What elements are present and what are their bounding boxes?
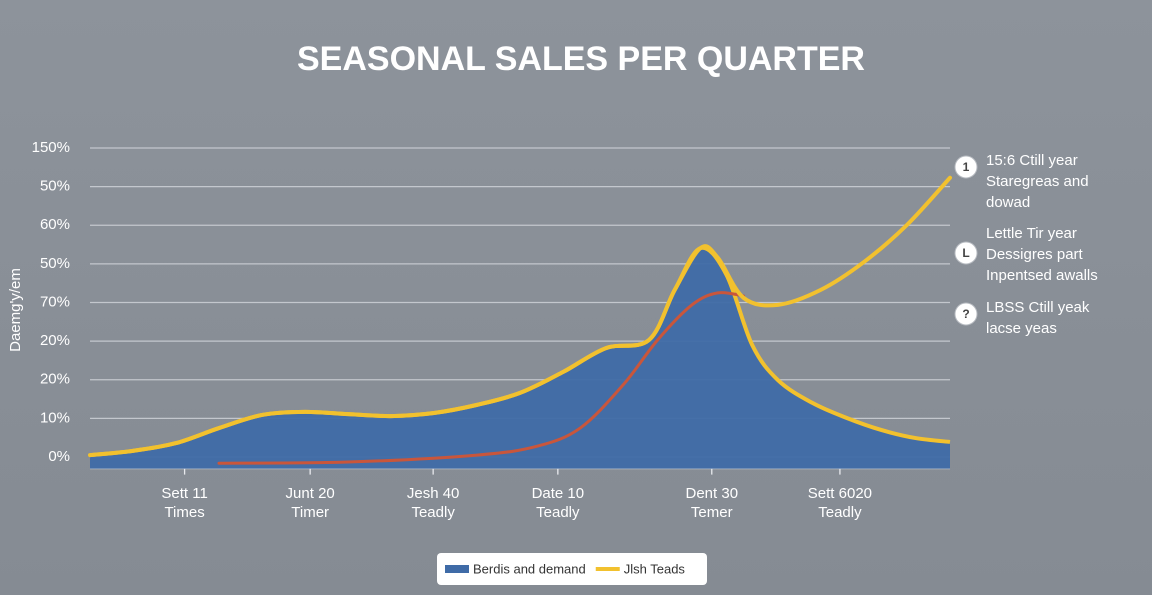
y-tick-label: 50% <box>40 255 70 272</box>
y-tick-label: 0% <box>48 448 70 465</box>
annotation-text: 15:6 Ctill year <box>986 152 1078 169</box>
x-tick-sublabel: Temer <box>691 504 733 521</box>
y-tick-label: 10% <box>40 409 70 426</box>
x-tick-sublabel: Timer <box>291 504 329 521</box>
annotation-marker-label: L <box>962 246 969 260</box>
y-tick-label: 70% <box>40 293 70 310</box>
annotation-marker-label: 1 <box>963 160 970 174</box>
legend: Berdis and demand Jlsh Teads <box>437 553 707 585</box>
y-tick-label: 60% <box>40 216 70 233</box>
x-tick-label: Dent 30 <box>686 485 739 502</box>
legend-label: Jlsh Teads <box>624 561 686 576</box>
x-tick-sublabel: Teadly <box>818 504 862 521</box>
x-tick-sublabel: Teadly <box>536 504 580 521</box>
x-tick-sublabel: Teadly <box>411 504 455 521</box>
annotation-text: lacse yeas <box>986 320 1057 337</box>
annotation-text: Dessigres part <box>986 246 1084 263</box>
x-tick-sublabel: Times <box>164 504 204 521</box>
annotation-text: Lettle Tir year <box>986 225 1077 242</box>
y-tick-label: 20% <box>40 371 70 388</box>
annotation-text: dowad <box>986 194 1030 211</box>
annotation-marker <box>954 302 978 326</box>
chart-title: SEASONAL SALES PER QUARTER <box>297 40 865 78</box>
legend-box <box>437 553 707 585</box>
y-tick-label: 50% <box>40 178 70 195</box>
x-tick-label: Sett 6020 <box>808 485 872 502</box>
legend-label: Berdis and demand <box>473 561 586 576</box>
annotation-text: Inpentsed awalls <box>986 267 1098 284</box>
x-tick-label: Jesh 40 <box>407 485 460 502</box>
y-tick-label: 20% <box>40 332 70 349</box>
x-tick-label: Date 10 <box>532 485 585 502</box>
y-tick-label: 150% <box>32 139 70 156</box>
annotation-marker <box>954 155 978 179</box>
x-tick-label: Sett 11 <box>161 485 207 502</box>
annotation-marker-label: ? <box>962 307 969 321</box>
annotation-text: Staregreas and <box>986 173 1089 190</box>
legend-swatch <box>445 565 469 573</box>
y-axis-label: Daemg'y/em <box>7 268 24 352</box>
annotation-text: LBSS Ctill yeak <box>986 299 1090 316</box>
line <box>217 291 746 465</box>
annotation-marker <box>954 241 978 265</box>
line <box>88 175 952 458</box>
x-tick-label: Junt 20 <box>286 485 335 502</box>
